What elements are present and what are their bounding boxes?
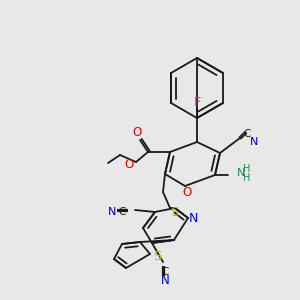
Text: C: C <box>243 129 251 139</box>
Text: O: O <box>132 127 142 140</box>
Text: N: N <box>160 274 169 286</box>
Text: C: C <box>161 267 169 277</box>
Text: S: S <box>170 206 178 220</box>
Text: N: N <box>250 137 258 147</box>
Text: N: N <box>188 212 198 226</box>
Text: C: C <box>118 207 126 217</box>
Text: N: N <box>108 207 116 217</box>
Text: F: F <box>194 95 201 109</box>
Text: N: N <box>237 168 245 178</box>
Text: H: H <box>243 164 251 174</box>
Text: S: S <box>153 250 161 263</box>
Text: O: O <box>182 187 192 200</box>
Text: H: H <box>243 173 251 183</box>
Text: O: O <box>124 158 134 170</box>
